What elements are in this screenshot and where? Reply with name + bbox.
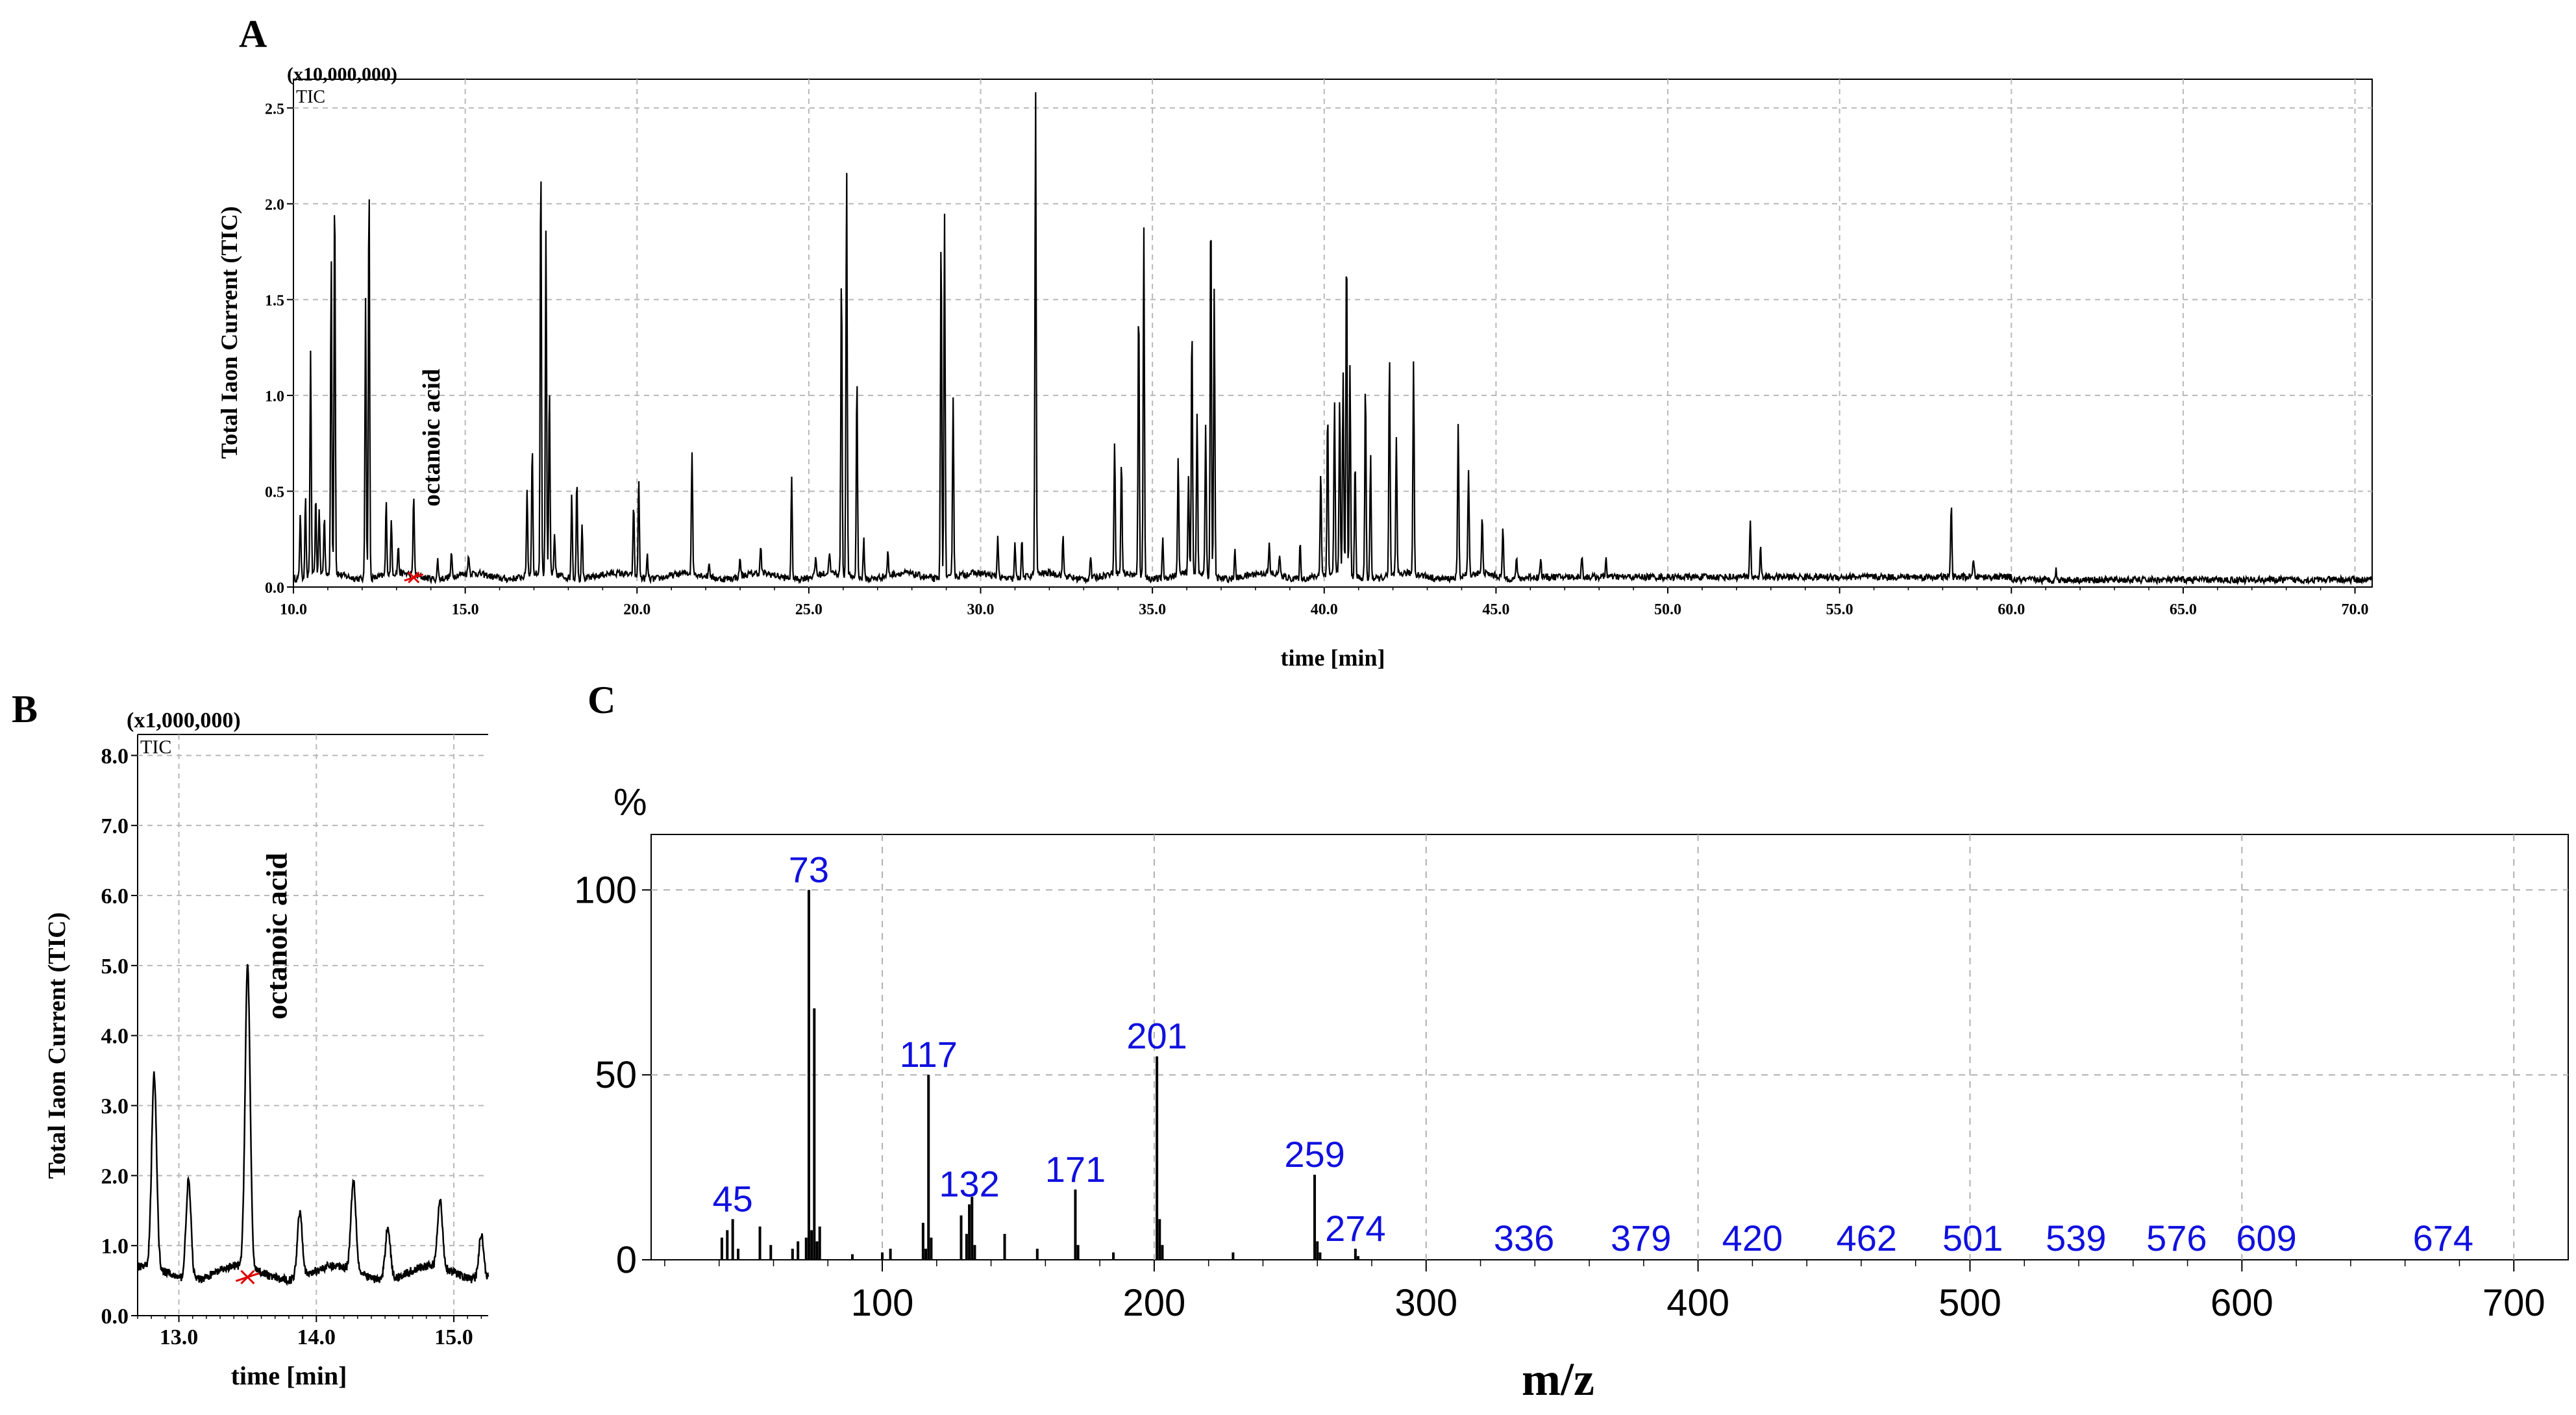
peak-label-117: 117 (900, 1034, 958, 1075)
x-tick-label-3: 25.0 (795, 601, 823, 618)
peak-label-132: 132 (939, 1164, 999, 1205)
peak-label-501: 501 (1942, 1218, 2003, 1258)
y-tick-label-2: 100 (574, 869, 637, 911)
peak-label-674: 674 (2413, 1218, 2473, 1258)
panel-b-scale-label: (x1,000,000) (127, 708, 241, 733)
y-tick-label-6: 6.0 (101, 884, 129, 908)
panel-a-y-ticks: 0.0 0.5 1.0 1.5 2.0 2.5 (265, 101, 293, 597)
panel-a-trace (292, 92, 2373, 586)
panel-c-x-axis-label: m/z (1522, 1353, 1594, 1405)
y-tick-label-4: 4.0 (101, 1025, 129, 1049)
tic-trace-line (137, 964, 489, 1286)
panel-b-x-axis-label: time [min] (231, 1361, 347, 1390)
panel-c-plot-frame (650, 834, 2569, 1260)
y-tick-label-1: 50 (595, 1054, 637, 1096)
y-tick-label-1: 0.5 (265, 484, 284, 501)
y-tick-label-0: 0 (616, 1239, 637, 1281)
x-tick-label-0: 100 (851, 1282, 914, 1324)
panel-b-grid (138, 734, 488, 1316)
x-tick-label-12: 70.0 (2342, 601, 2369, 618)
peak-label-73: 73 (789, 849, 829, 890)
x-tick-label-7: 45.0 (1482, 601, 1509, 618)
peak-label-462: 462 (1837, 1218, 1897, 1258)
panel-c-bars (720, 890, 1360, 1260)
panel-b-peak-annotation: octanoic acid (260, 853, 293, 1020)
x-tick-label-5: 600 (2211, 1282, 2273, 1324)
y-tick-label-1: 1.0 (101, 1234, 129, 1258)
y-tick-label-5: 2.5 (265, 101, 284, 118)
peak-label-379: 379 (1611, 1218, 1671, 1258)
x-tick-label-5: 35.0 (1139, 601, 1166, 618)
x-tick-label-10: 60.0 (1998, 601, 2025, 618)
peak-label-609: 609 (2236, 1218, 2296, 1258)
x-tick-label-2: 300 (1394, 1282, 1457, 1324)
x-tick-label-0: 13.0 (160, 1325, 199, 1349)
y-tick-label-5: 5.0 (101, 955, 129, 979)
peak-label-336: 336 (1494, 1218, 1554, 1258)
panel-b-y-ticks: 0.0 1.0 2.0 3.0 4.0 5.0 6.0 7.0 8.0 (101, 744, 138, 1329)
panel-a-x-axis-label: time [min] (1281, 645, 1385, 671)
panel-b-letter: B (12, 688, 38, 731)
peak-label-201: 201 (1126, 1016, 1187, 1057)
panel-a-y-axis-label: Total Iaon Current (TIC) (216, 206, 242, 458)
peak-label-259: 259 (1284, 1134, 1344, 1175)
peak-marker-stroke-c (404, 573, 424, 582)
y-tick-label-4: 2.0 (265, 197, 284, 214)
panel-b-peak-marker (235, 1270, 260, 1284)
peak-label-420: 420 (1722, 1218, 1783, 1258)
peak-label-274: 274 (1325, 1208, 1385, 1249)
y-tick-label-3: 3.0 (101, 1095, 129, 1119)
y-tick-label-8: 8.0 (101, 744, 129, 768)
panel-a-plot-frame (293, 79, 2373, 588)
panel-a-chart: A 10.0 15.0 20.0 25.0 30.0 35.0 40.0 45.0 50.0 55… (216, 12, 2373, 671)
x-tick-label-9: 55.0 (1826, 601, 1853, 618)
y-tick-label-7: 7.0 (101, 814, 129, 838)
y-tick-label-2: 2.0 (101, 1164, 129, 1188)
y-tick-label-0: 0.0 (101, 1305, 129, 1329)
panel-a-scale-label: (x10,000,000) (287, 64, 397, 85)
x-tick-label-8: 50.0 (1654, 601, 1681, 618)
panel-a-x-ticks: 10.0 15.0 20.0 25.0 30.0 35.0 40.0 45.0 50.0 55.0… (280, 587, 2369, 618)
x-tick-label-0: 10.0 (280, 601, 307, 618)
y-tick-label-0: 0.0 (265, 580, 284, 597)
peak-label-576: 576 (2146, 1218, 2207, 1258)
x-tick-label-1: 200 (1123, 1282, 1186, 1324)
x-tick-label-1: 15.0 (452, 601, 479, 618)
panel-c-chart: C 100 200 300 400 500 600 700 0 50 100 45 73 117 13… (574, 679, 2569, 1405)
tic-trace-line (292, 92, 2373, 586)
panel-c-y-axis-label: % (613, 781, 647, 823)
panel-b-x-ticks: 13.0 14.0 15.0 (137, 1316, 482, 1349)
x-tick-label-6: 700 (2483, 1282, 2545, 1324)
x-tick-label-4: 500 (1938, 1282, 2001, 1324)
x-tick-label-2: 20.0 (623, 601, 650, 618)
x-tick-label-1: 14.0 (297, 1325, 336, 1349)
panel-a-peak-marker (404, 571, 424, 584)
x-tick-label-4: 30.0 (967, 601, 995, 618)
peak-label-45: 45 (713, 1178, 753, 1219)
panel-b-trace-label: TIC (140, 736, 171, 758)
panel-a-peak-annotation: octanoic acid (418, 369, 445, 507)
panel-a-grid (293, 79, 2372, 587)
x-tick-label-11: 65.0 (2170, 601, 2197, 618)
x-tick-label-2: 15.0 (434, 1325, 473, 1349)
panel-a-trace-label: TIC (296, 87, 325, 107)
peak-marker-stroke-c (235, 1272, 260, 1283)
panel-a-letter: A (239, 12, 267, 55)
panel-c-y-ticks: 0 50 100 (574, 869, 651, 1281)
panel-c-x-ticks: 100 200 300 400 500 600 700 (664, 1260, 2545, 1324)
x-tick-label-3: 400 (1666, 1282, 1729, 1324)
panel-b-chart: B 13.0 14.0 15.0 0.0 1.0 2.0 3.0 4.0 5.0 6.0 7.0 8… (12, 688, 489, 1390)
panel-c-letter: C (588, 679, 615, 721)
y-tick-label-2: 1.0 (265, 388, 284, 405)
peak-label-539: 539 (2046, 1218, 2106, 1258)
panel-b-trace (137, 964, 489, 1286)
peak-label-171: 171 (1045, 1149, 1106, 1190)
panel-b-y-axis-label: Total Iaon Current (TIC) (43, 912, 71, 1179)
y-tick-label-3: 1.5 (265, 292, 284, 309)
panel-c-peak-labels: 45 73 117 132 171 201 259 274 336 379 420 462 501 539… (713, 849, 2474, 1258)
panel-c-grid (651, 834, 2568, 1260)
x-tick-label-6: 40.0 (1311, 601, 1338, 618)
